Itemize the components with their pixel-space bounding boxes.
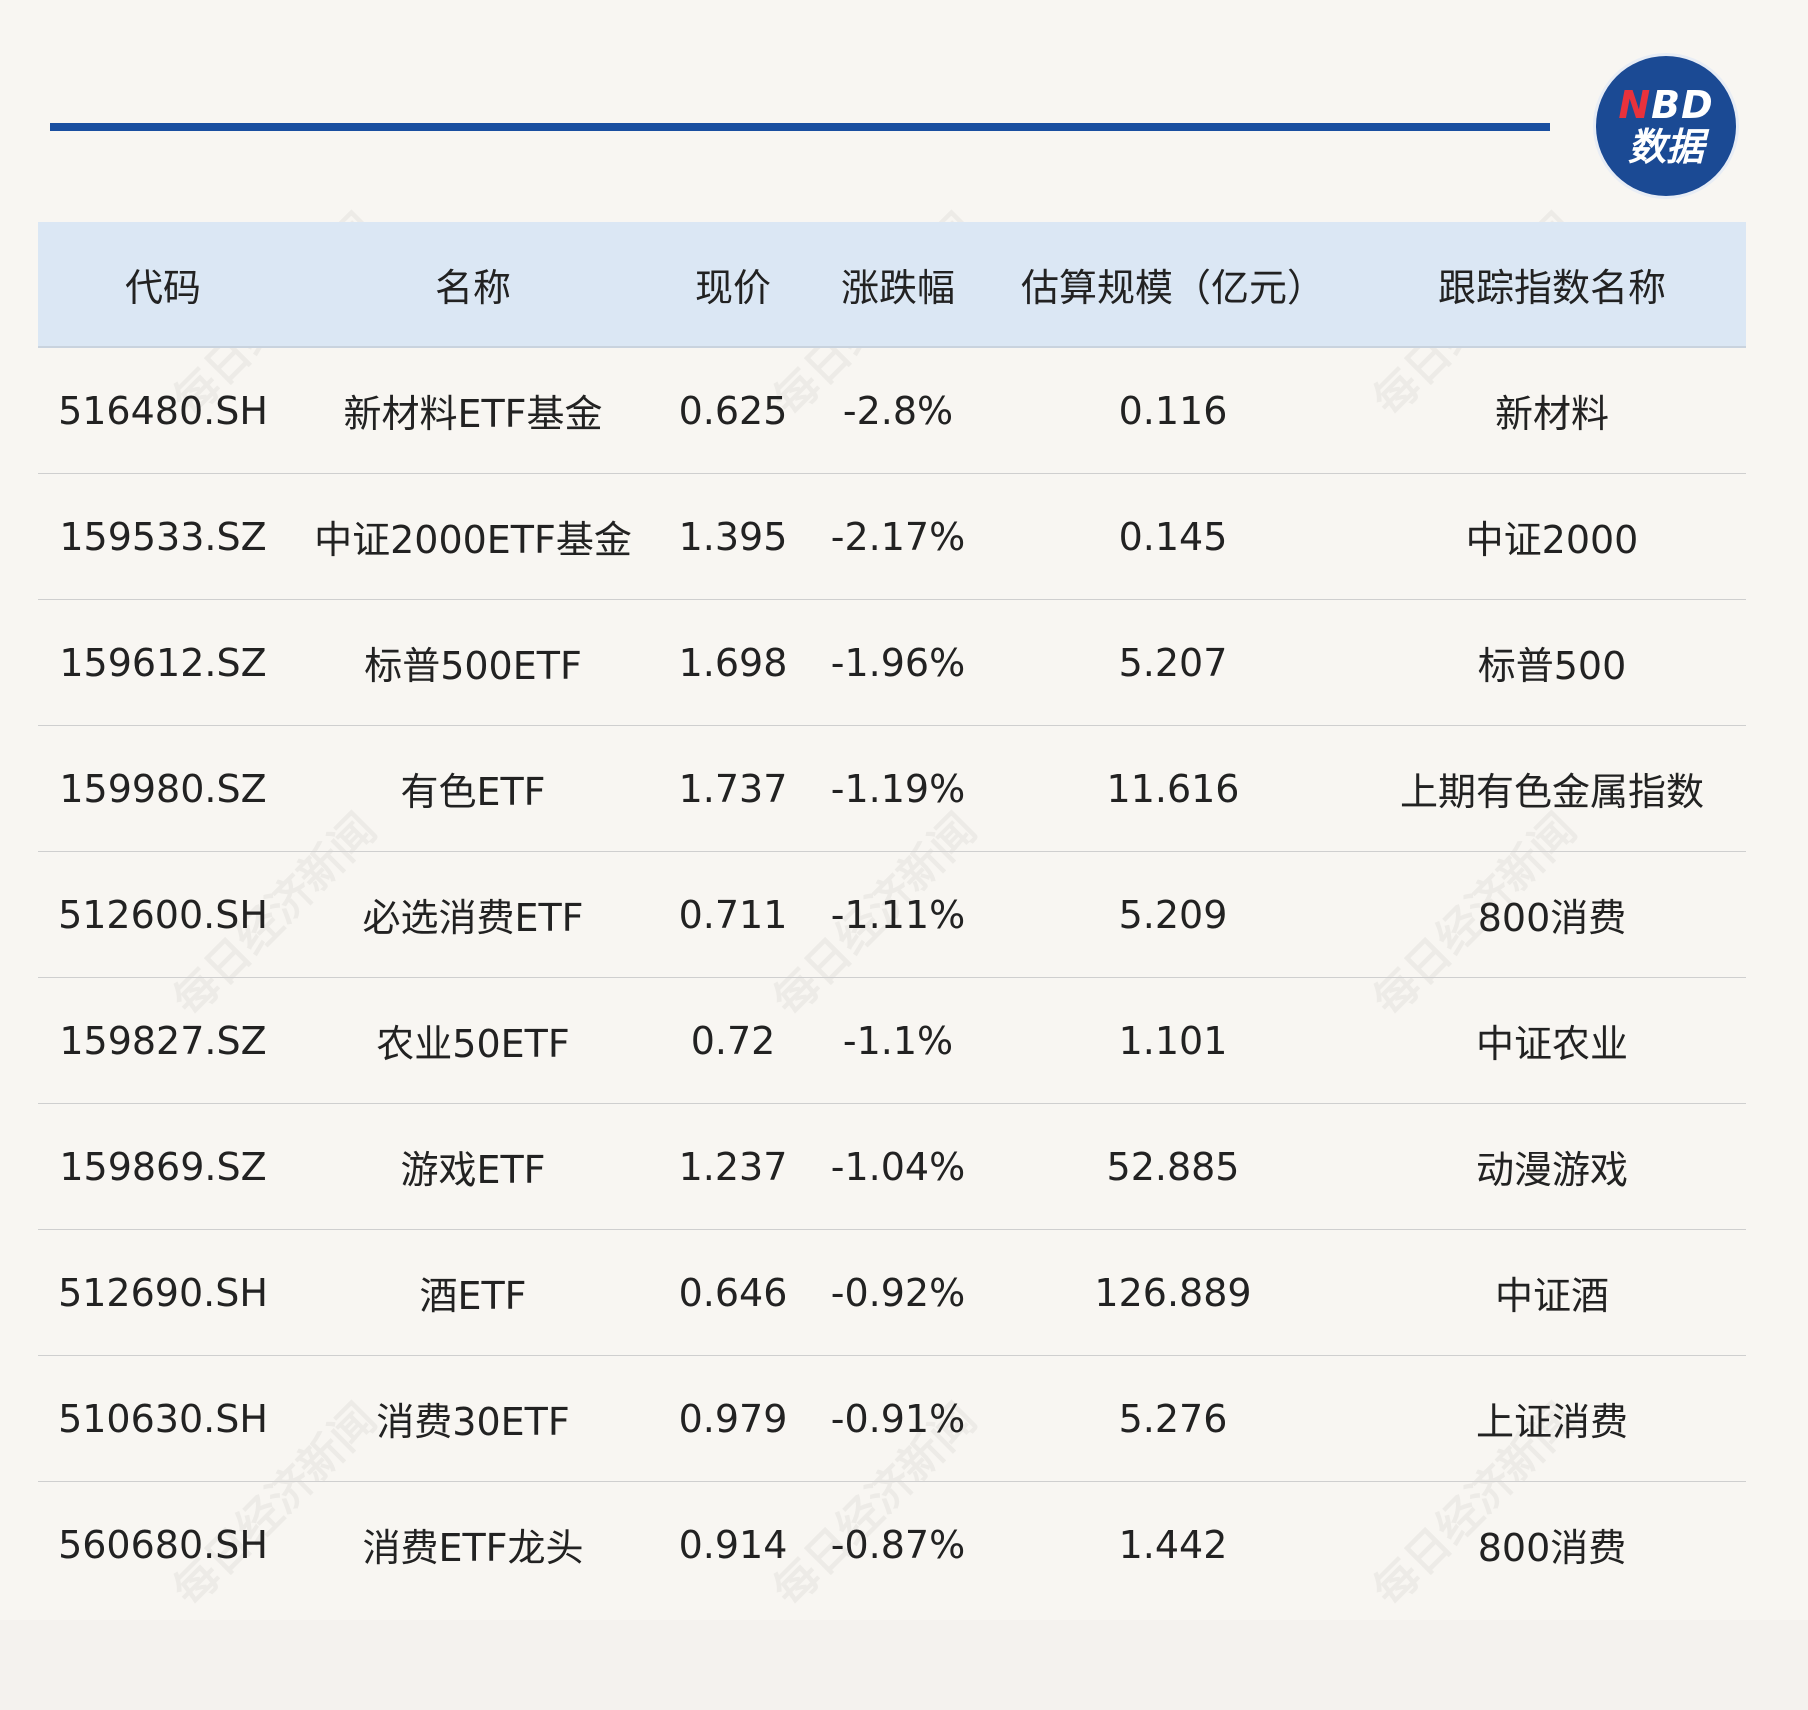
cell-change: -1.96% [808, 599, 988, 726]
cell-name: 酒ETF [288, 1229, 658, 1356]
nbd-data-logo: NBD 数据 [1596, 56, 1736, 196]
cell-price: 0.646 [658, 1229, 808, 1356]
cell-scale: 1.442 [1118, 1522, 1228, 1567]
table-row: 159533.SZ 中证2000ETF基金 1.395 -2.17% 0.145… [38, 473, 1746, 600]
cell-code: 159612.SZ [38, 599, 288, 726]
cell-price: 0.914 [678, 1522, 788, 1567]
cell-code: 560680.SH [58, 1522, 268, 1567]
cell-scale: 1.101 [988, 977, 1358, 1104]
cell-index: 标普500 [1358, 599, 1746, 726]
cell-price: 1.737 [658, 725, 808, 852]
cell-scale: 11.616 [988, 725, 1358, 852]
cell-code: 516480.SH [38, 347, 288, 474]
cell-price: 1.237 [658, 1103, 808, 1230]
cell-code: 159869.SZ [38, 1103, 288, 1230]
cell-change: -2.17% [808, 473, 988, 600]
table-row: 560680.SH 消费ETF龙头 0.914 -0.87% 1.442 800… [38, 1482, 1746, 1608]
cell-change: -0.87% [830, 1522, 966, 1567]
cell-code: 159980.SZ [38, 725, 288, 852]
header-price: 现价 [658, 222, 808, 348]
cell-scale: 5.276 [988, 1355, 1358, 1482]
table-row: 159980.SZ 有色ETF 1.737 -1.19% 11.616 上期有色… [38, 725, 1746, 852]
cell-scale: 5.209 [988, 851, 1358, 978]
etf-table: 代码 名称 现价 涨跌幅 估算规模（亿元） 跟踪指数名称 516480.SH 新… [38, 222, 1746, 1607]
cell-code: 512600.SH [38, 851, 288, 978]
cell-change: -1.04% [808, 1103, 988, 1230]
cell-code: 159533.SZ [38, 473, 288, 600]
cell-index: 800消费 [1477, 1526, 1627, 1570]
cell-name: 游戏ETF [288, 1103, 658, 1230]
cell-index: 中证酒 [1358, 1229, 1746, 1356]
cell-name: 标普500ETF [288, 599, 658, 726]
cell-scale: 5.207 [988, 599, 1358, 726]
header-name: 名称 [288, 222, 658, 348]
cell-index: 上证消费 [1358, 1355, 1746, 1482]
cell-scale: 126.889 [988, 1229, 1358, 1356]
cell-change: -0.91% [808, 1355, 988, 1482]
table-row: 159827.SZ 农业50ETF 0.72 -1.1% 1.101 中证农业 [38, 977, 1746, 1104]
cell-price: 1.395 [658, 473, 808, 600]
cell-name: 必选消费ETF [288, 851, 658, 978]
cell-index: 中证2000 [1358, 473, 1746, 600]
footer-band [0, 1620, 1808, 1710]
cell-code: 510630.SH [38, 1355, 288, 1482]
cell-code: 512690.SH [38, 1229, 288, 1356]
cell-change: -1.11% [808, 851, 988, 978]
cell-name: 有色ETF [288, 725, 658, 852]
cell-change: -1.19% [808, 725, 988, 852]
header-rule [50, 123, 1550, 131]
cell-name: 中证2000ETF基金 [288, 473, 658, 600]
cell-code: 159827.SZ [38, 977, 288, 1104]
header-index: 跟踪指数名称 [1358, 222, 1746, 348]
cell-index: 上期有色金属指数 [1358, 725, 1746, 852]
cell-price: 0.979 [658, 1355, 808, 1482]
table-row: 510630.SH 消费30ETF 0.979 -0.91% 5.276 上证消… [38, 1355, 1746, 1482]
cell-name: 消费30ETF [288, 1355, 658, 1482]
cell-price: 0.711 [658, 851, 808, 978]
cell-price: 1.698 [658, 599, 808, 726]
table-row: 512600.SH 必选消费ETF 0.711 -1.11% 5.209 800… [38, 851, 1746, 978]
cell-index: 800消费 [1358, 851, 1746, 978]
header-scale: 估算规模（亿元） [988, 222, 1358, 348]
header-change: 涨跌幅 [808, 222, 988, 348]
cell-scale: 52.885 [988, 1103, 1358, 1230]
cell-index: 中证农业 [1358, 977, 1746, 1104]
cell-price: 0.625 [658, 347, 808, 474]
table-header-row: 代码 名称 现价 涨跌幅 估算规模（亿元） 跟踪指数名称 [38, 222, 1746, 348]
cell-index: 动漫游戏 [1358, 1103, 1746, 1230]
cell-change: -1.1% [808, 977, 988, 1104]
table-row: 512690.SH 酒ETF 0.646 -0.92% 126.889 中证酒 [38, 1229, 1746, 1356]
cell-index: 新材料 [1358, 347, 1746, 474]
cell-name: 消费ETF龙头 [362, 1526, 584, 1570]
cell-price: 0.72 [658, 977, 808, 1104]
header-code: 代码 [38, 222, 288, 348]
cell-name: 新材料ETF基金 [288, 347, 658, 474]
cell-scale: 0.116 [988, 347, 1358, 474]
cell-scale: 0.145 [988, 473, 1358, 600]
table-row: 159869.SZ 游戏ETF 1.237 -1.04% 52.885 动漫游戏 [38, 1103, 1746, 1230]
cell-change: -2.8% [808, 347, 988, 474]
cell-name: 农业50ETF [288, 977, 658, 1104]
cell-change: -0.92% [808, 1229, 988, 1356]
table-row: 516480.SH 新材料ETF基金 0.625 -2.8% 0.116 新材料 [38, 347, 1746, 474]
table-row: 159612.SZ 标普500ETF 1.698 -1.96% 5.207 标普… [38, 599, 1746, 726]
